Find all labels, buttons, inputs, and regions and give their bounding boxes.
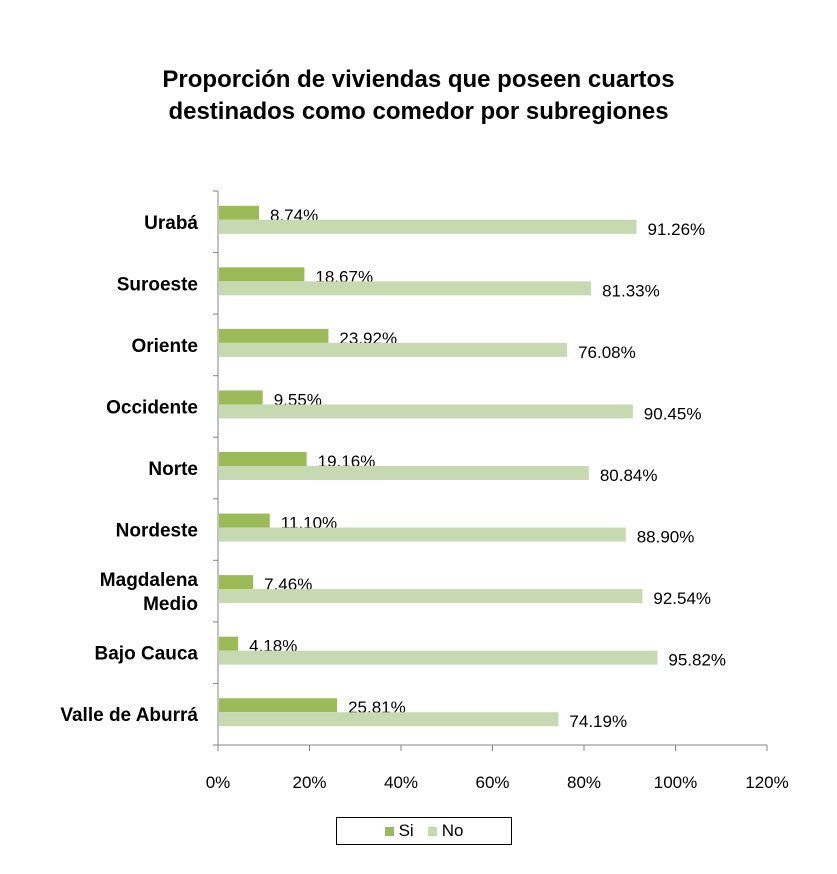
bar-si (219, 698, 338, 713)
category-label: Suroeste (117, 274, 198, 295)
bar-no (219, 281, 592, 296)
legend-label-no: No (441, 821, 464, 840)
data-label-no: 91.26% (648, 220, 706, 239)
category-label: Occidente (106, 397, 198, 418)
chart-title: Proporción de viviendas que poseen cuart… (0, 64, 837, 128)
category-label: Magdalena Medio (100, 570, 199, 615)
bar-no (219, 712, 559, 727)
bar-no (219, 466, 589, 480)
legend-swatch-no (427, 826, 437, 836)
legend-label-si: Si (398, 821, 414, 840)
category-label: Urabá (144, 213, 198, 234)
bar-no (219, 219, 637, 234)
data-label-no: 76.08% (578, 343, 636, 362)
bar-si (219, 452, 307, 466)
data-label-no: 74.19% (569, 712, 627, 731)
category-label: Valle de Aburrá (60, 705, 198, 726)
bar-si (219, 267, 305, 282)
bar-si (219, 575, 254, 590)
data-label-no: 80.84% (600, 466, 658, 485)
legend-item-no: No (427, 821, 464, 841)
x-tick-label: 60% (475, 773, 509, 792)
bar-si (219, 513, 270, 528)
bar-no (219, 527, 626, 542)
bar-no (219, 650, 658, 665)
bar-si (219, 205, 259, 220)
data-label-no: 90.45% (644, 404, 702, 423)
data-label-no: 88.90% (637, 528, 695, 547)
bar-si (219, 328, 329, 343)
legend-item-si: Si (384, 821, 414, 841)
legend-swatch-si (384, 826, 394, 836)
chart-title-line-1: Proporción de viviendas que poseen cuart… (162, 66, 675, 93)
category-label: Oriente (131, 336, 198, 357)
x-tick-label: 20% (292, 773, 326, 792)
bar-no (219, 404, 633, 419)
legend: Si No (336, 817, 512, 845)
data-label-no: 92.54% (653, 589, 711, 608)
x-tick-label: 120% (745, 773, 788, 792)
bar-si (219, 636, 239, 651)
category-label: Norte (148, 459, 198, 480)
category-label: Nordeste (116, 521, 198, 542)
data-label-no: 81.33% (602, 281, 660, 300)
bar-si (219, 390, 263, 405)
bar-no (219, 589, 643, 604)
bar-no (219, 342, 568, 357)
data-label-no: 95.82% (668, 651, 726, 670)
x-tick-label: 100% (654, 773, 697, 792)
x-tick-label: 40% (384, 773, 418, 792)
category-label: Bajo Cauca (95, 644, 199, 665)
x-tick-label: 0% (206, 773, 231, 792)
x-tick-label: 80% (567, 773, 601, 792)
chart-title-line-2: destinados como comedor por subregiones (168, 98, 669, 125)
